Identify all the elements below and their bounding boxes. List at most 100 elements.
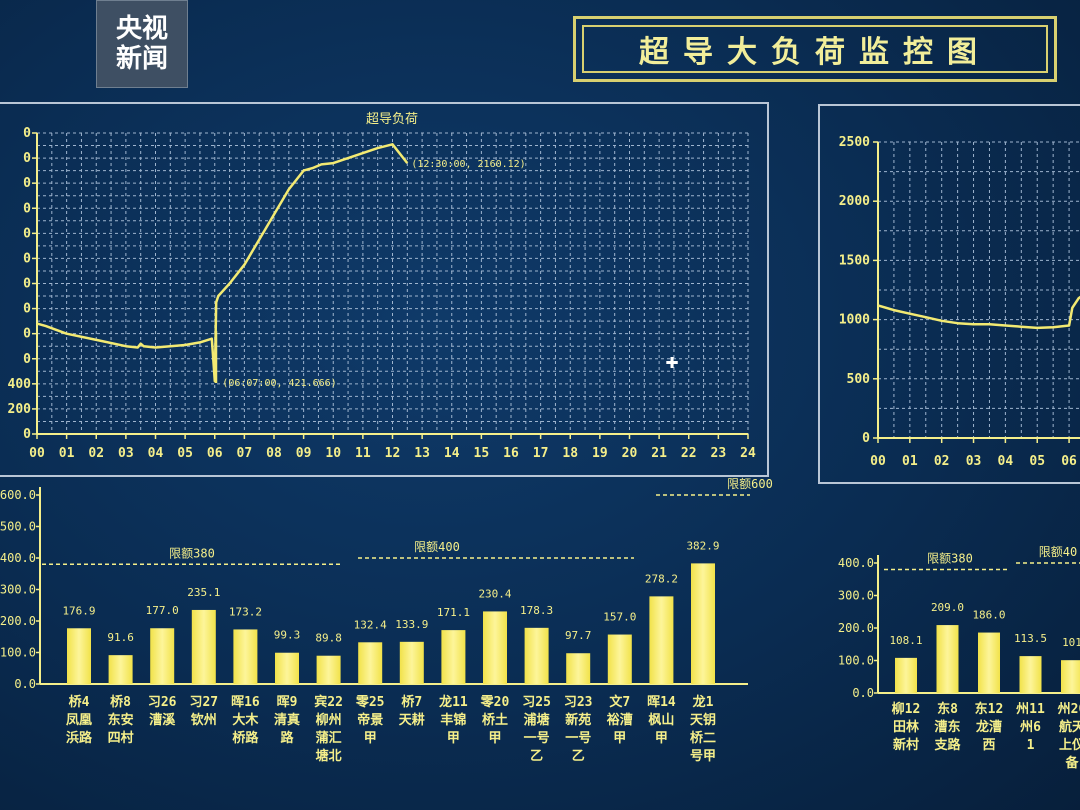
line-chart-1-y-tick-label: 500 — [847, 372, 871, 387]
line-chart-0-y-tick-label: 0 — [23, 126, 31, 141]
bar-chart-2-category-label-head: 晖14 — [647, 695, 676, 710]
bar-chart-3-y-tick-label: 400.0 — [838, 556, 874, 570]
bar-chart-2-value-label: 99.3 — [274, 629, 301, 642]
line-chart-0-x-tick-label: 02 — [88, 446, 104, 461]
bar-chart-2-category-label-head: 龙1 — [693, 694, 714, 710]
line-chart-1-x-tick-label: 06 — [1061, 454, 1077, 469]
bar-chart-2-category-label-head: 零25 — [355, 695, 385, 710]
bar-chart-2-bar — [191, 609, 216, 684]
page-title: 超导大负荷监控图 — [582, 25, 1048, 73]
line-chart-0-x-tick-label: 05 — [177, 446, 193, 461]
bar-chart-2-category-label-head: 桥4 — [69, 694, 90, 710]
line-chart-0-x-tick-label: 17 — [533, 446, 549, 461]
bar-chart-2-value-label: 382.9 — [686, 539, 719, 552]
line-chart-1-x-tick-label: 02 — [934, 454, 950, 469]
bar-chart-2-value-label: 178.3 — [520, 604, 553, 617]
bar-chart-3-value-label: 113.5 — [1014, 632, 1047, 645]
line-chart-1-x-tick-label: 00 — [870, 454, 886, 469]
line-chart-0-x-tick-label: 24 — [740, 446, 756, 461]
bar-chart-3-y-tick-label: 200.0 — [838, 621, 874, 635]
bar-chart-2-category-label-line: 甲 — [488, 731, 501, 746]
line-chart-0-x-tick-label: 00 — [29, 446, 45, 461]
bar-chart-2-y-tick-label: 600.0 — [0, 488, 36, 502]
line-chart-0-x-tick-label: 15 — [474, 446, 490, 461]
bar-chart-2-value-label: 171.1 — [437, 606, 470, 619]
line-chart-1-series — [877, 295, 1080, 330]
line-chart-0-x-tick-label: 11 — [355, 446, 371, 461]
line-chart-0-y-tick-label: 0 — [23, 201, 31, 216]
bar-chart-3-category-label-head: 柳12 — [892, 701, 921, 717]
bar-chart-2-bar — [441, 630, 466, 684]
bar-chart-3-category-label-head: 东8 — [937, 701, 958, 717]
bar-chart-2-bar — [649, 596, 674, 684]
bar-chart-2-category-label-line: 漕溪 — [149, 712, 176, 728]
bar-chart-2-limit-label: 限额600 — [727, 477, 773, 491]
bar-chart-2-category-label-line: 甲 — [447, 731, 460, 746]
bar-chart-2-category-label-head: 文7 — [609, 694, 630, 710]
bar-chart-3-y-tick-label: 0.0 — [852, 686, 874, 700]
line-chart-0-x-tick-label: 03 — [118, 446, 134, 461]
bar-chart-2-category-label-head: 桥8 — [110, 694, 131, 710]
bar-chart-3-category-label-line: 龙漕 — [976, 719, 1002, 735]
bar-chart-2-category-label-head: 习26 — [148, 695, 177, 710]
bar-chart-2-bar — [108, 655, 133, 684]
bar-chart-2-bar — [691, 563, 715, 684]
bar-chart-2-value-label: 91.6 — [107, 631, 134, 644]
line-chart-0-x-tick-label: 22 — [681, 446, 697, 461]
line-chart-0-x-tick-label: 10 — [325, 446, 341, 461]
line-chart-title: 超导负荷 — [366, 112, 418, 127]
bar-chart-2-category-label-line: 甲 — [655, 731, 668, 746]
bar-chart-2-bar — [67, 628, 91, 684]
line-chart-0-annotation: (12:30:00, 2160.12) — [411, 159, 525, 170]
bar-chart-2-value-label: 177.0 — [146, 604, 179, 617]
bar-chart-2-category-label-line: 桥土 — [482, 712, 508, 728]
bar-chart-2-category-label-head: 桥7 — [401, 694, 422, 710]
bar-chart-2-category-label-line: 塘北 — [316, 748, 342, 764]
mouse-cursor-crosshair[interactable]: ✚ — [665, 349, 678, 374]
line-chart-0-x-tick-label: 23 — [711, 446, 727, 461]
bar-chart-2-category-label-head: 零20 — [480, 695, 510, 710]
bar-chart-2-bar — [524, 627, 549, 684]
line-chart-1-x-tick-label: 05 — [1029, 454, 1045, 469]
bar-chart-2-category-label-head: 晖9 — [277, 695, 298, 710]
line-chart-0-y-tick-label: 0 — [23, 302, 31, 317]
bar-chart-2-bar — [275, 652, 299, 684]
bar-chart-2-value-label: 97.7 — [565, 629, 592, 642]
bar-chart-3-category-label-head: 州11 — [1015, 702, 1045, 717]
bar-chart-3-value-label: 209.0 — [931, 601, 964, 614]
bar-chart-3-category-label-line: 州6 — [1019, 720, 1041, 735]
bar-chart-2-category-label-line: 号甲 — [690, 749, 716, 764]
bar-chart-2-bar — [358, 642, 383, 684]
bar-chart-3-category-label-line: 西 — [982, 738, 995, 753]
bar-chart-2-category-label-line: 一号 — [524, 731, 550, 746]
line-chart-0-annotation: (06:07:00, 421.666) — [222, 378, 336, 389]
bar-chart-2-category-label-line: 桥路 — [232, 730, 259, 746]
bar-chart-2-bar — [566, 653, 591, 684]
line-chart-0-x-tick-label: 06 — [207, 446, 223, 461]
bar-chart-2-category-label-line: 路 — [280, 730, 294, 746]
bar-chart-2-category-label-line: 新苑 — [565, 712, 591, 728]
bar-chart-3-category-label-line: 航天 — [1059, 719, 1080, 735]
bar-chart-2-category-label-line: 枫山 — [648, 712, 674, 728]
line-chart-0-x-tick-label: 16 — [503, 446, 519, 461]
line-chart-0-y-tick-label: 0 — [23, 176, 31, 191]
bar-chart-2-category-label-line: 甲 — [613, 731, 626, 746]
bar-chart-2-category-label-line: 浜路 — [66, 730, 93, 746]
bar-chart-3-value-label: 101 — [1062, 636, 1080, 649]
bar-chart-2-y-tick-label: 200.0 — [0, 614, 36, 628]
line-chart-0-y-tick-label: 0 — [23, 427, 31, 442]
bar-chart-2-category-label-line: 丰锦 — [440, 712, 466, 728]
bar-chart-2-y-tick-label: 0.0 — [14, 677, 36, 691]
bar-chart-2-bar — [150, 628, 175, 684]
bar-chart-2-value-label: 176.9 — [62, 604, 95, 617]
line-chart-0-x-tick-label: 07 — [237, 446, 253, 461]
bar-chart-2-category-label-line: 钦州 — [190, 712, 217, 728]
line-chart-0-y-tick-label: 0 — [23, 277, 31, 292]
line-chart-0-x-tick-label: 18 — [562, 446, 578, 461]
bar-chart-2-bar — [316, 655, 341, 684]
bar-chart-3-limit-label: 限额40 — [1039, 545, 1077, 559]
line-chart-0-x-tick-label: 04 — [148, 446, 164, 461]
line-chart-1-y-tick-label: 1500 — [839, 253, 870, 268]
bar-chart-2-category-label-line: 裕漕 — [606, 712, 633, 728]
line-chart-1-y-tick-label: 0 — [862, 431, 870, 446]
